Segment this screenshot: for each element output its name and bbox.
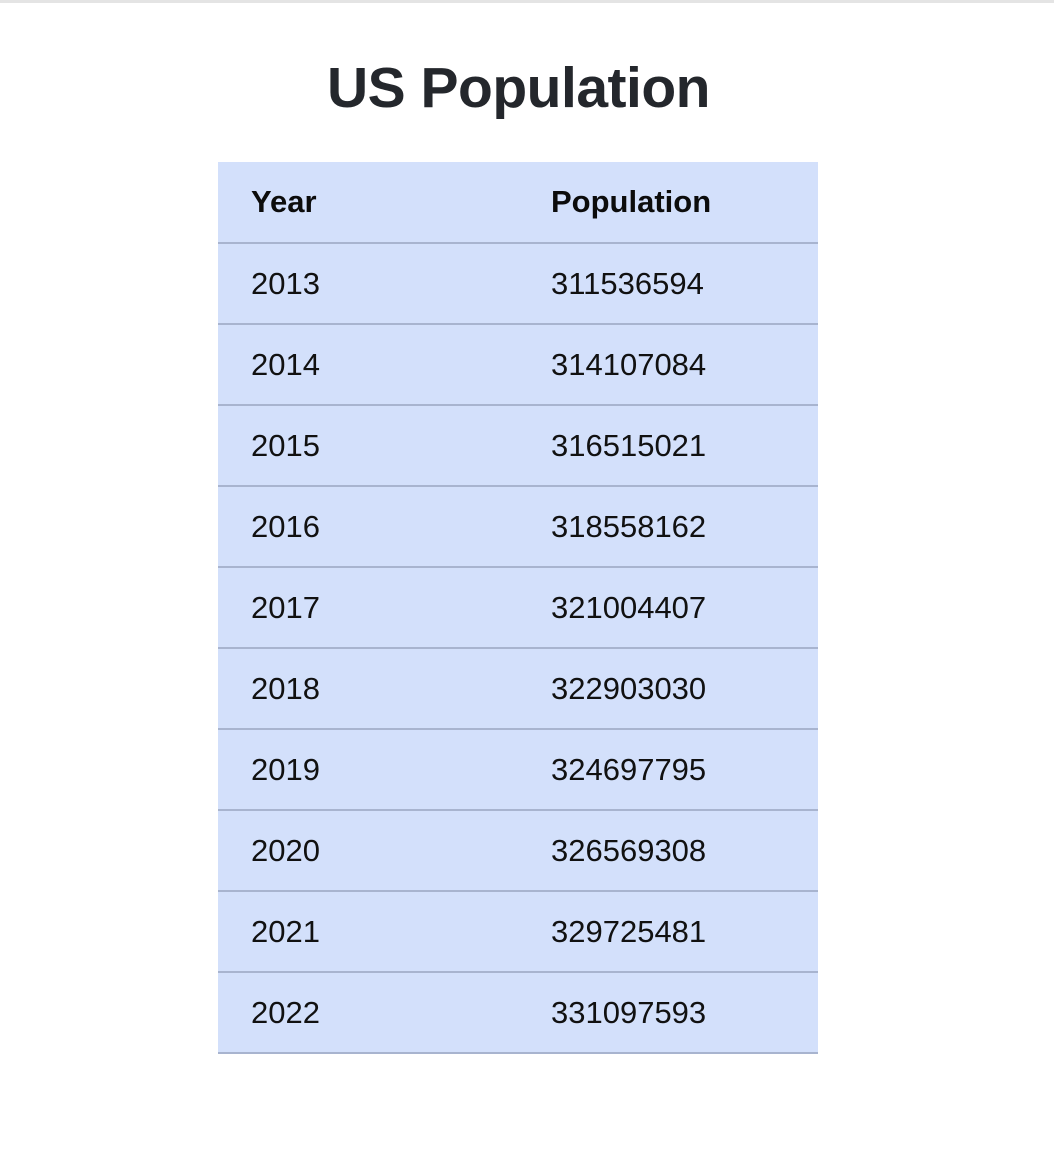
table-row: 2018 322903030 (218, 648, 818, 730)
table-row: 2015 316515021 (218, 405, 818, 487)
table-row: 2014 314107084 (218, 324, 818, 406)
table-row: 2013 311536594 (218, 243, 818, 325)
year-cell: 2018 (218, 648, 518, 730)
year-cell: 2020 (218, 810, 518, 892)
population-cell: 314107084 (518, 324, 818, 406)
population-cell: 322903030 (518, 648, 818, 730)
year-cell: 2022 (218, 972, 518, 1054)
year-cell: 2014 (218, 324, 518, 406)
population-cell: 326569308 (518, 810, 818, 892)
column-header-population: Population (518, 162, 818, 244)
population-table: Year Population 2013 311536594 2014 3141… (218, 162, 818, 1054)
table-header-row: Year Population (218, 162, 818, 244)
table-row: 2021 329725481 (218, 891, 818, 973)
population-cell: 318558162 (518, 486, 818, 568)
population-cell: 321004407 (518, 567, 818, 649)
table-row: 2016 318558162 (218, 486, 818, 568)
page-title: US Population (327, 56, 710, 120)
table-row: 2017 321004407 (218, 567, 818, 649)
population-cell: 324697795 (518, 729, 818, 811)
population-cell: 329725481 (518, 891, 818, 973)
table-row: 2022 331097593 (218, 972, 818, 1054)
year-cell: 2017 (218, 567, 518, 649)
year-cell: 2019 (218, 729, 518, 811)
year-cell: 2013 (218, 243, 518, 325)
population-cell: 316515021 (518, 405, 818, 487)
population-cell: 331097593 (518, 972, 818, 1054)
population-cell: 311536594 (518, 243, 818, 325)
year-cell: 2021 (218, 891, 518, 973)
top-divider (0, 0, 1054, 3)
table-row: 2020 326569308 (218, 810, 818, 892)
table-row: 2019 324697795 (218, 729, 818, 811)
year-cell: 2016 (218, 486, 518, 568)
column-header-year: Year (218, 162, 518, 244)
year-cell: 2015 (218, 405, 518, 487)
